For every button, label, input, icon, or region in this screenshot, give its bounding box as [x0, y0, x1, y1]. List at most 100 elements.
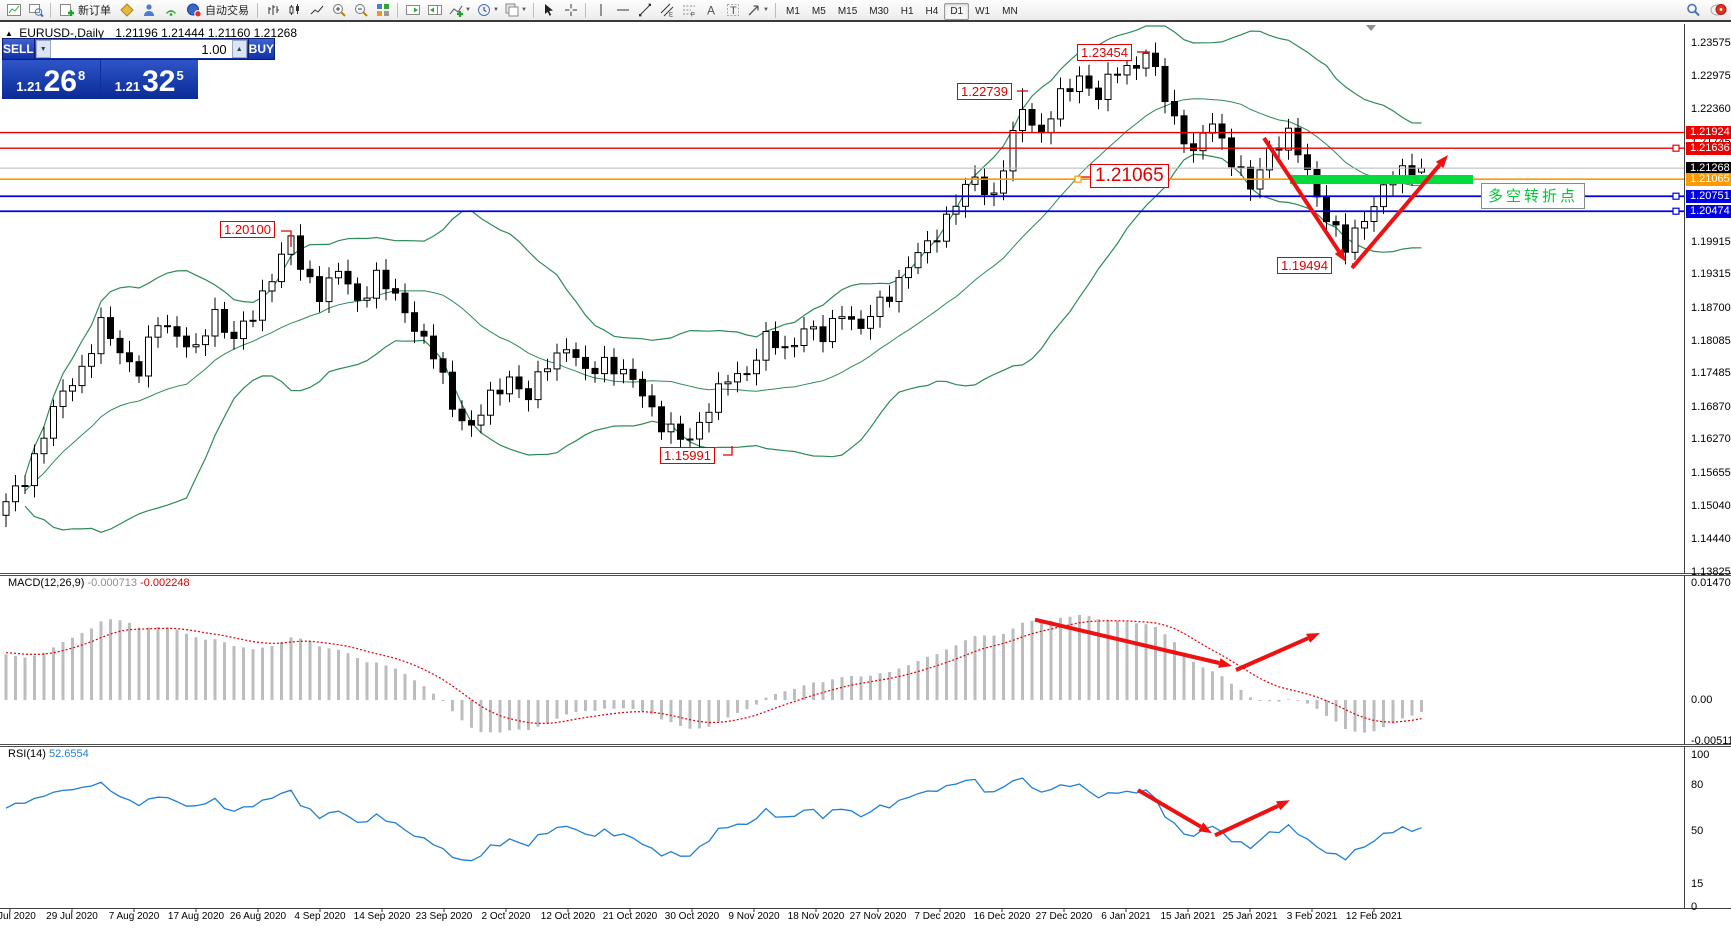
date-label: 27 Nov 2020 — [849, 911, 907, 922]
timeframe-group: M1 M5 M15 M30 H1 H4 D1 W1 MN — [780, 1, 1024, 20]
vertical-line-icon[interactable] — [590, 1, 611, 19]
price-annotation-label[interactable]: 1.15991 — [660, 447, 715, 464]
signals-icon[interactable] — [160, 1, 181, 19]
volume-down-button[interactable]: ▼ — [35, 40, 51, 58]
macd-tick-label: 0.00 — [1691, 694, 1713, 706]
volume-input[interactable] — [50, 40, 232, 58]
svg-text:E: E — [669, 13, 673, 19]
label-leader — [281, 230, 292, 247]
axis-price-tag: 1.20474 — [1686, 204, 1731, 218]
date-label: 18 Nov 2020 — [787, 911, 845, 922]
price-tick-label: 1.14440 — [1691, 532, 1731, 545]
note-annotation[interactable]: 多空转折点 — [1481, 183, 1586, 209]
timeframe-mn-button[interactable]: MN — [996, 3, 1024, 20]
market-watch-icon[interactable] — [138, 1, 159, 19]
autotrading-button[interactable]: 自动交易 — [182, 1, 253, 19]
timeframe-m5-button[interactable]: M5 — [806, 3, 832, 20]
chart-shift-marker-icon[interactable] — [1366, 25, 1376, 31]
macd-signal-value: -0.002248 — [140, 577, 190, 589]
shapes-icon[interactable]: ▼ — [744, 1, 771, 19]
volume-up-button[interactable]: ▲ — [231, 40, 247, 58]
axis-price-tag: 1.21924 — [1686, 126, 1731, 140]
sell-price-display[interactable]: 1.21 26 8 — [2, 60, 100, 99]
rsi-pane-separator[interactable] — [0, 744, 1731, 747]
rsi-tick-label: 100 — [1691, 749, 1710, 761]
main-toolbar: 新订单 自动交易 ▼ ▼ ▼ E F A T ▼ M1 M5 M15 M30 H1 H4 D… — [0, 0, 1731, 22]
chart-title-marker-icon: ▲ — [5, 29, 13, 38]
label-icon[interactable]: T — [722, 1, 743, 19]
notifications-icon[interactable] — [1707, 1, 1728, 19]
price-annotation-label[interactable]: 1.23454 — [1077, 44, 1132, 61]
metaeditor-icon[interactable] — [116, 1, 137, 19]
macd-label: MACD(12,26,9) -0.000713 -0.002248 — [8, 577, 190, 589]
date-label: 12 Feb 2021 — [1345, 911, 1403, 922]
date-label: 25 Jan 2021 — [1222, 911, 1278, 922]
candle-chart-icon[interactable] — [284, 1, 305, 19]
price-tick-label: 1.22975 — [1691, 69, 1731, 82]
trendline-icon[interactable] — [634, 1, 655, 19]
rsi-line — [5, 777, 1422, 862]
trend-arrow — [1350, 163, 1442, 270]
date-label: 4 Sep 2020 — [294, 911, 346, 922]
new-order-button[interactable]: 新订单 — [55, 1, 115, 19]
rsi-tick-label: 50 — [1691, 825, 1704, 837]
axis-price-tag: 1.21636 — [1686, 141, 1731, 155]
horizontal-line-icon[interactable] — [612, 1, 633, 19]
timeframe-h4-button[interactable]: H4 — [920, 3, 945, 20]
price-annotation-label[interactable]: 1.22739 — [957, 83, 1012, 100]
volume-control: ▼ ▲ — [34, 38, 248, 60]
channel-icon[interactable]: E — [656, 1, 677, 19]
trend-arrow — [1214, 803, 1280, 838]
rsi-label: RSI(14) 52.6554 — [8, 748, 89, 760]
crosshair-icon[interactable] — [560, 1, 581, 19]
price-tick-label: 1.16270 — [1691, 433, 1731, 446]
candles — [2, 42, 1425, 528]
timeframe-m30-button[interactable]: M30 — [863, 3, 894, 20]
line-chart-icon[interactable] — [306, 1, 327, 19]
date-label: 15 Jan 2021 — [1160, 911, 1216, 922]
chart-shift-icon[interactable] — [424, 1, 445, 19]
cursor-icon[interactable] — [538, 1, 559, 19]
support-zone[interactable] — [1290, 175, 1473, 184]
tile-windows-icon[interactable] — [372, 1, 393, 19]
sell-button[interactable]: SELL — [2, 38, 35, 60]
timeframe-m15-button[interactable]: M15 — [832, 3, 863, 20]
rsi-value: 52.6554 — [48, 748, 89, 760]
periods-icon[interactable]: ▼ — [474, 1, 501, 19]
zoom-out-icon[interactable] — [350, 1, 371, 19]
fibonacci-icon[interactable]: F — [678, 1, 699, 19]
price-annotation-label[interactable]: 1.21065 — [1090, 164, 1169, 188]
chart-title: ▲ EURUSD-,Daily 1.21196 1.21444 1.21160 … — [5, 26, 297, 40]
macd-main-value: -0.000713 — [87, 577, 138, 589]
trend-arrow-head — [1198, 822, 1212, 834]
trend-arrow-head — [1218, 658, 1232, 668]
timeframe-m1-button[interactable]: M1 — [780, 3, 806, 20]
price-tick-label: 1.17485 — [1691, 367, 1731, 380]
buy-price-display[interactable]: 1.21 32 5 — [100, 60, 198, 99]
buy-button[interactable]: BUY — [247, 38, 276, 60]
autotrading-label: 自动交易 — [205, 5, 249, 17]
indicators-icon[interactable]: ▼ — [446, 1, 473, 19]
date-label: 26 Aug 2020 — [229, 911, 287, 922]
timeframe-w1-button[interactable]: W1 — [969, 3, 996, 20]
new-chart-icon[interactable] — [3, 1, 24, 19]
macd-pane-separator[interactable] — [0, 573, 1731, 576]
trend-arrow — [1235, 636, 1309, 672]
templates-icon[interactable]: ▼ — [502, 1, 529, 19]
date-label: 6 Jan 2021 — [1101, 911, 1151, 922]
axis-price-tag: 1.21268 — [1686, 161, 1731, 175]
search-icon[interactable] — [1682, 1, 1703, 19]
price-annotation-label[interactable]: 1.19494 — [1277, 257, 1332, 274]
profiles-icon[interactable] — [25, 1, 46, 19]
label-leader — [723, 446, 733, 456]
date-label: 16 Dec 2020 — [973, 911, 1031, 922]
annotation-arrows[interactable] — [281, 51, 1680, 838]
timeframe-d1-button[interactable]: D1 — [944, 2, 970, 20]
zoom-in-icon[interactable] — [328, 1, 349, 19]
price-annotation-label[interactable]: 1.20100 — [220, 221, 275, 238]
auto-scroll-icon[interactable] — [402, 1, 423, 19]
text-icon[interactable]: A — [700, 1, 721, 19]
bar-chart-icon[interactable] — [262, 1, 283, 19]
timeframe-h1-button[interactable]: H1 — [895, 3, 920, 20]
